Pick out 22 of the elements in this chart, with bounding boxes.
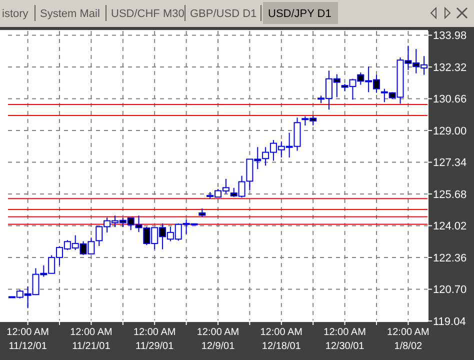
y-tick-label: 129.00: [433, 125, 467, 138]
y-tick-label: 122.36: [433, 252, 467, 264]
text: USD/CHF M30: [111, 8, 184, 20]
x-tick-label: 12:00 AM 12/9/01: [196, 327, 240, 352]
x-tick-label: 12:00 AM 12/30/01: [324, 327, 366, 352]
y-tick-label: 132.32: [433, 62, 467, 74]
text: istory: [2, 8, 29, 20]
text: USD/JPY D1: [268, 8, 332, 20]
y-tick-label: 133.98: [433, 30, 467, 42]
y-tick-label: 130.66: [433, 94, 467, 106]
x-tick-label: 12:00 AM 11/29/01: [133, 327, 176, 352]
y-tick-label: 120.70: [433, 284, 467, 296]
y-tick-label: 127.34: [433, 157, 467, 170]
y-tick-label: 119.04: [433, 316, 466, 328]
text: GBP/USD D1: [190, 8, 257, 20]
text: System Mail: [40, 8, 100, 20]
x-tick-label: 12:00 AM 11/21/01: [70, 327, 112, 352]
y-tick-label: 124.02: [433, 220, 467, 233]
x-tick-label: 12:00 AM 11/12/01: [6, 327, 49, 352]
x-tick-label: 12:00 AM 1/8/02: [387, 327, 430, 352]
y-tick-label: 125.68: [433, 188, 467, 201]
x-tick-label: 12:00 AM 12/18/01: [260, 327, 303, 352]
